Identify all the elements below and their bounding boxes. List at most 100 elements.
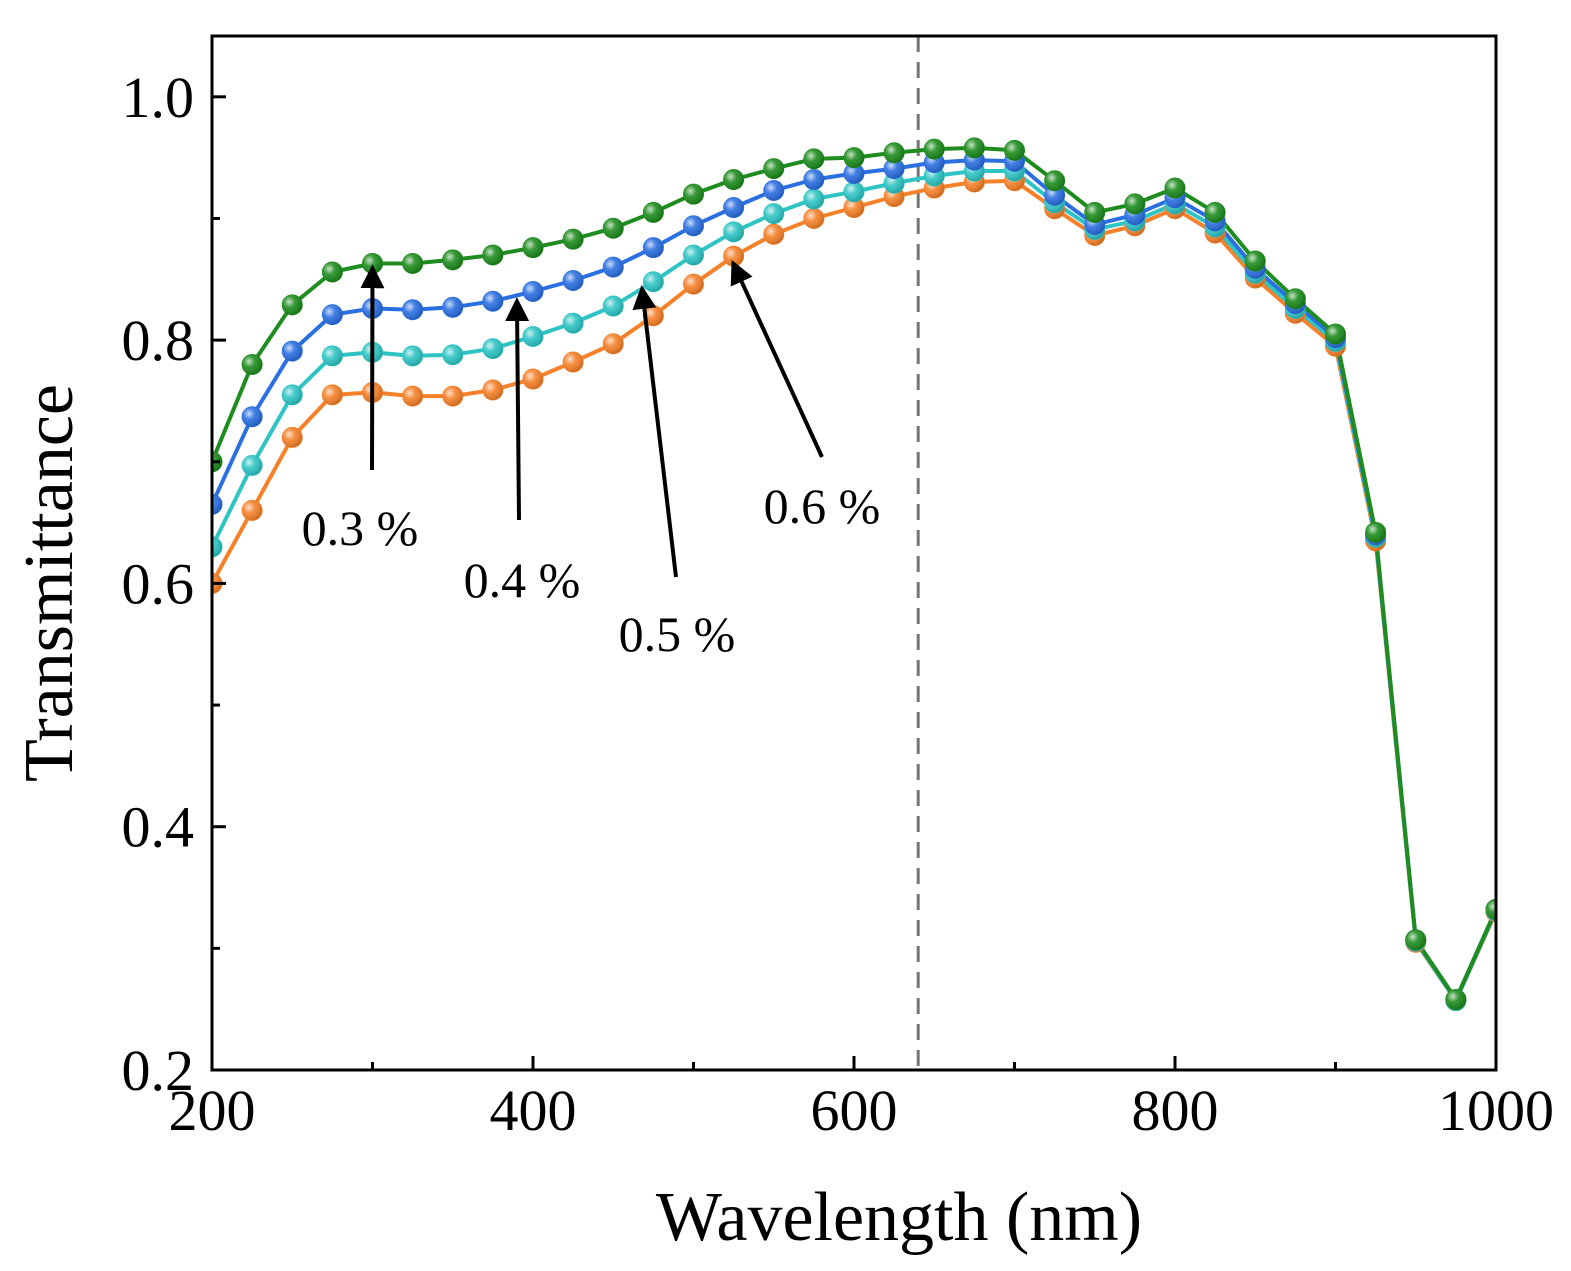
series-line-4 <box>212 145 1496 1002</box>
data-point <box>642 271 664 293</box>
data-point <box>522 280 544 302</box>
data-point <box>602 256 624 278</box>
data-point <box>642 237 664 259</box>
data-point-shine <box>763 158 784 179</box>
data-point <box>683 215 704 237</box>
data-point-shine <box>964 137 985 158</box>
x-tick-label: 400 <box>490 1078 577 1143</box>
data-point <box>843 162 865 184</box>
data-point <box>602 217 624 239</box>
data-point <box>321 345 343 367</box>
data-point-shine <box>643 237 664 258</box>
data-point-shine <box>442 344 463 365</box>
data-point <box>843 181 865 203</box>
data-point-shine <box>643 271 664 292</box>
data-point <box>723 245 745 267</box>
data-point <box>683 183 704 205</box>
data-point-shine <box>523 369 543 390</box>
x-tick-label: 600 <box>811 1078 898 1143</box>
data-point <box>602 333 624 355</box>
data-point-shine <box>482 291 503 312</box>
data-point-shine <box>763 180 784 201</box>
data-point <box>442 296 464 318</box>
data-point <box>482 290 504 312</box>
data-point <box>963 137 985 159</box>
x-axis-title: Wavelength (nm) <box>656 1179 1142 1256</box>
data-point-shine <box>1365 522 1386 543</box>
data-point <box>1445 988 1467 1010</box>
data-point <box>642 305 664 327</box>
data-point-shine <box>1124 193 1145 214</box>
data-point-shine <box>603 218 624 239</box>
data-point-shine <box>1285 288 1306 309</box>
data-point-shine <box>763 203 784 224</box>
data-point <box>883 142 905 164</box>
data-point-shine <box>723 197 744 218</box>
data-point <box>522 237 544 259</box>
data-point <box>281 426 303 448</box>
data-point-shine <box>884 142 905 163</box>
annotation-label: 0.4 % <box>464 552 581 608</box>
data-point-shine <box>563 313 584 334</box>
data-point <box>402 299 424 321</box>
annotation-arrow <box>730 259 824 458</box>
data-point <box>1485 898 1496 920</box>
x-tick-label: 1000 <box>1438 1078 1554 1143</box>
data-point <box>442 344 464 366</box>
data-point <box>281 384 303 406</box>
data-point <box>212 493 223 515</box>
data-point-shine <box>442 297 463 318</box>
data-point <box>522 325 544 347</box>
data-point-shine <box>402 386 423 407</box>
y-axis-title: Transmittance <box>11 384 88 782</box>
data-point <box>803 207 825 229</box>
data-point <box>763 203 785 225</box>
data-point-shine <box>282 384 303 405</box>
data-point-shine <box>844 147 864 168</box>
data-point-shine <box>1325 324 1346 345</box>
annotation-label: 0.5 % <box>619 606 736 662</box>
x-tick-label: 800 <box>1132 1078 1219 1143</box>
data-point <box>562 351 584 373</box>
data-point-shine <box>683 244 704 265</box>
data-point <box>321 261 343 283</box>
data-point-shine <box>563 270 584 291</box>
data-point <box>442 249 464 271</box>
data-point-shine <box>884 173 905 194</box>
data-point-shine <box>523 237 543 258</box>
data-point <box>562 270 584 292</box>
data-point-shine <box>884 158 905 179</box>
data-point <box>723 197 745 219</box>
data-point <box>843 147 865 169</box>
annotation-label: 0.3 % <box>302 500 419 556</box>
data-point-shine <box>643 202 664 223</box>
data-point-shine <box>1044 170 1065 191</box>
data-point <box>241 406 263 428</box>
data-point-shine <box>723 169 744 190</box>
data-point-shine <box>212 536 222 557</box>
data-point <box>281 294 303 316</box>
data-point <box>1124 193 1146 215</box>
annotation-arrow <box>632 284 678 578</box>
annotation-arrow <box>505 297 530 521</box>
data-point <box>1044 170 1066 192</box>
data-point-shine <box>442 249 463 270</box>
data-point-shine <box>1205 202 1226 223</box>
data-point <box>803 148 825 170</box>
data-point <box>321 304 343 326</box>
data-point-shine <box>242 500 263 521</box>
data-point <box>442 385 464 407</box>
data-point-shine <box>723 246 744 267</box>
data-point <box>723 221 745 243</box>
data-point <box>683 244 704 266</box>
data-point-shine <box>1245 251 1266 272</box>
data-point <box>241 353 263 375</box>
data-point <box>1084 201 1106 223</box>
data-point <box>763 223 785 245</box>
y-tick-label: 1.0 <box>122 65 195 130</box>
data-point-shine <box>322 345 343 366</box>
data-point <box>883 172 905 194</box>
data-point <box>1244 250 1266 272</box>
data-point <box>1284 288 1306 310</box>
data-point-shine <box>683 215 704 236</box>
